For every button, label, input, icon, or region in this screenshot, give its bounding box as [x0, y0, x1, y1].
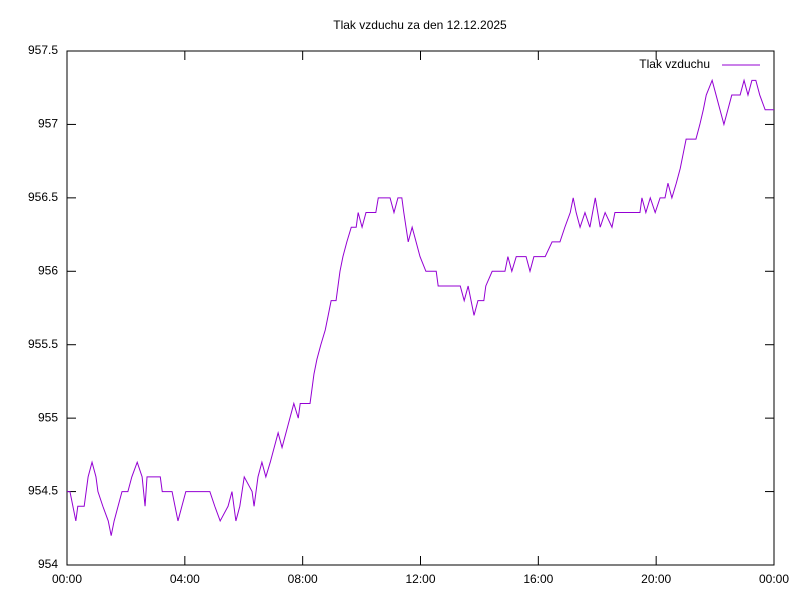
y-tick-label: 956 — [38, 263, 58, 277]
y-tick-label: 957.5 — [28, 43, 58, 57]
y-tick-label: 954 — [38, 557, 58, 571]
y-tick-label: 955 — [38, 410, 58, 424]
y-tick-label: 954.5 — [28, 484, 58, 498]
y-tick-label: 956.5 — [28, 190, 58, 204]
series-line — [67, 78, 774, 536]
x-tick-label: 00:00 — [759, 572, 789, 586]
y-tick-label: 955.5 — [28, 337, 58, 351]
x-tick-label: 20:00 — [641, 572, 671, 586]
x-tick-label: 16:00 — [523, 572, 553, 586]
y-tick-label: 957 — [38, 117, 58, 131]
chart-title: Tlak vzduchu za den 12.12.2025 — [333, 18, 507, 32]
x-tick-label: 12:00 — [405, 572, 435, 586]
x-tick-label: 00:00 — [52, 572, 82, 586]
x-tick-label: 08:00 — [288, 572, 318, 586]
legend-label: Tlak vzduchu — [639, 57, 710, 71]
x-tick-label: 04:00 — [170, 572, 200, 586]
